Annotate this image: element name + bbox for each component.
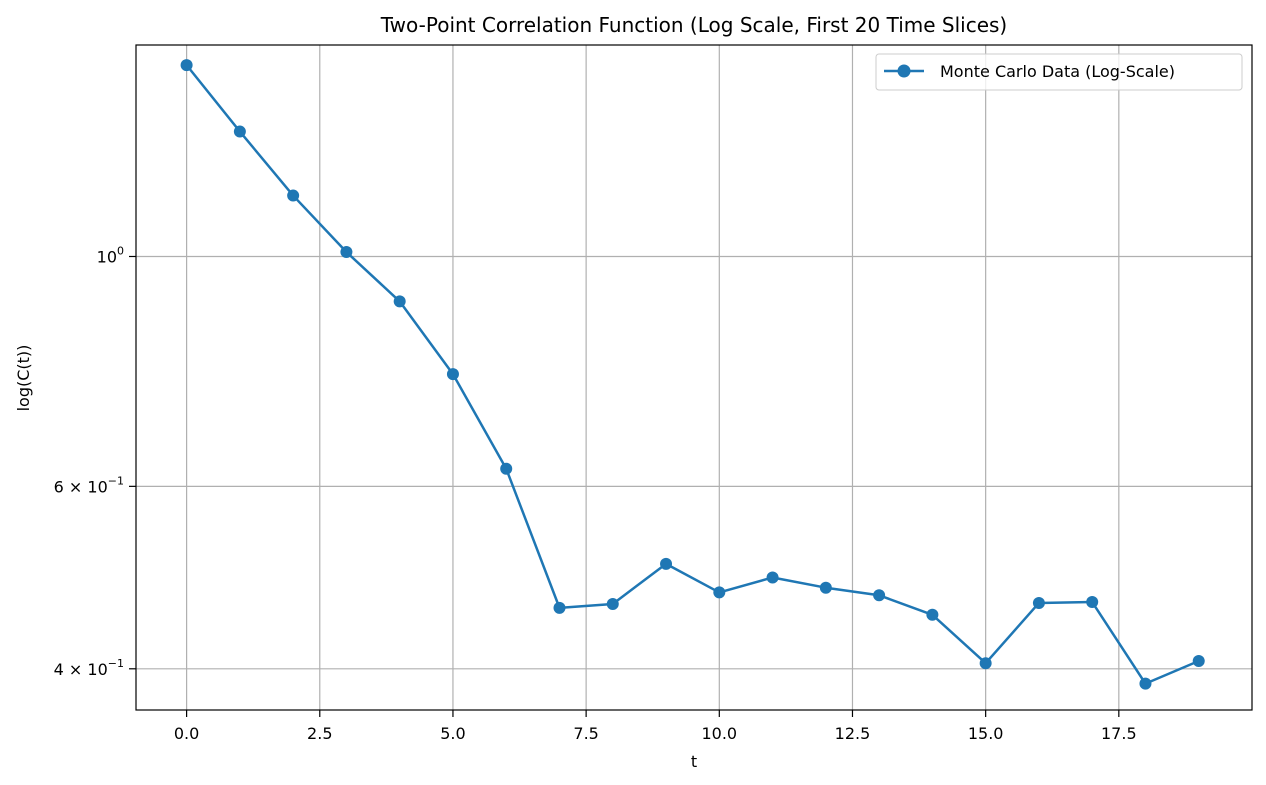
y-tick-label: 100 [97, 244, 124, 266]
data-point [926, 608, 939, 621]
legend-marker-swatch [897, 64, 911, 78]
x-tick-label: 7.5 [573, 724, 598, 743]
x-axis-label: t [691, 752, 697, 771]
y-tick-label: 6 × 10−1 [54, 474, 124, 496]
legend: Monte Carlo Data (Log-Scale) [875, 53, 1243, 91]
y-tick-label-exponent: 0 [117, 244, 124, 257]
x-tick-label: 12.5 [835, 724, 871, 743]
data-point [606, 597, 619, 610]
x-tick-label: 10.0 [701, 724, 737, 743]
legend-box [875, 53, 1243, 91]
data-point [979, 657, 992, 670]
chart-title: Two-Point Correlation Function (Log Scal… [380, 13, 1007, 37]
data-point [340, 246, 353, 259]
x-tick-label: 17.5 [1101, 724, 1137, 743]
legend-entry-label: Monte Carlo Data (Log-Scale) [940, 62, 1175, 81]
data-point [819, 581, 832, 594]
y-tick-label-base: 6 × 10 [54, 477, 108, 496]
data-point [873, 589, 886, 602]
data-point [713, 586, 726, 599]
data-point [1032, 596, 1045, 609]
y-tick-label-base: 10 [97, 247, 117, 266]
data-point [180, 59, 193, 72]
data-point [1139, 677, 1152, 690]
data-point [553, 601, 566, 614]
series-line [185, 64, 1200, 685]
y-tick-label: 4 × 10−1 [54, 657, 124, 679]
data-point [446, 368, 459, 381]
data-point [233, 125, 246, 138]
x-tick-label: 0.0 [174, 724, 199, 743]
grid [136, 45, 1252, 710]
x-tick-label: 5.0 [440, 724, 465, 743]
y-axis-label: log(C(t)) [14, 345, 33, 412]
data-point [500, 462, 513, 475]
y-tick-label-exponent: −1 [108, 474, 124, 487]
series-layer [180, 59, 1205, 690]
y-tick-label-exponent: −1 [108, 657, 124, 670]
x-axis: 0.0 2.5 5.0 7.5 10.0 12.5 15.0 17.5 [174, 710, 1137, 743]
plot-frame [135, 44, 1253, 711]
data-point [393, 295, 406, 308]
x-tick-label: 15.0 [968, 724, 1004, 743]
data-point [1192, 654, 1205, 667]
y-tick-label-base: 4 × 10 [54, 660, 108, 679]
data-point [1086, 596, 1099, 609]
data-point [660, 557, 673, 570]
data-point [287, 189, 300, 202]
data-point [766, 571, 779, 584]
x-tick-label: 2.5 [307, 724, 332, 743]
